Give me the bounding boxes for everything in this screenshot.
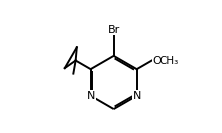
Text: N: N [133,91,141,101]
Text: CH₃: CH₃ [160,55,179,66]
Text: O: O [152,55,161,66]
Text: Br: Br [107,25,120,35]
Text: N: N [86,91,95,101]
